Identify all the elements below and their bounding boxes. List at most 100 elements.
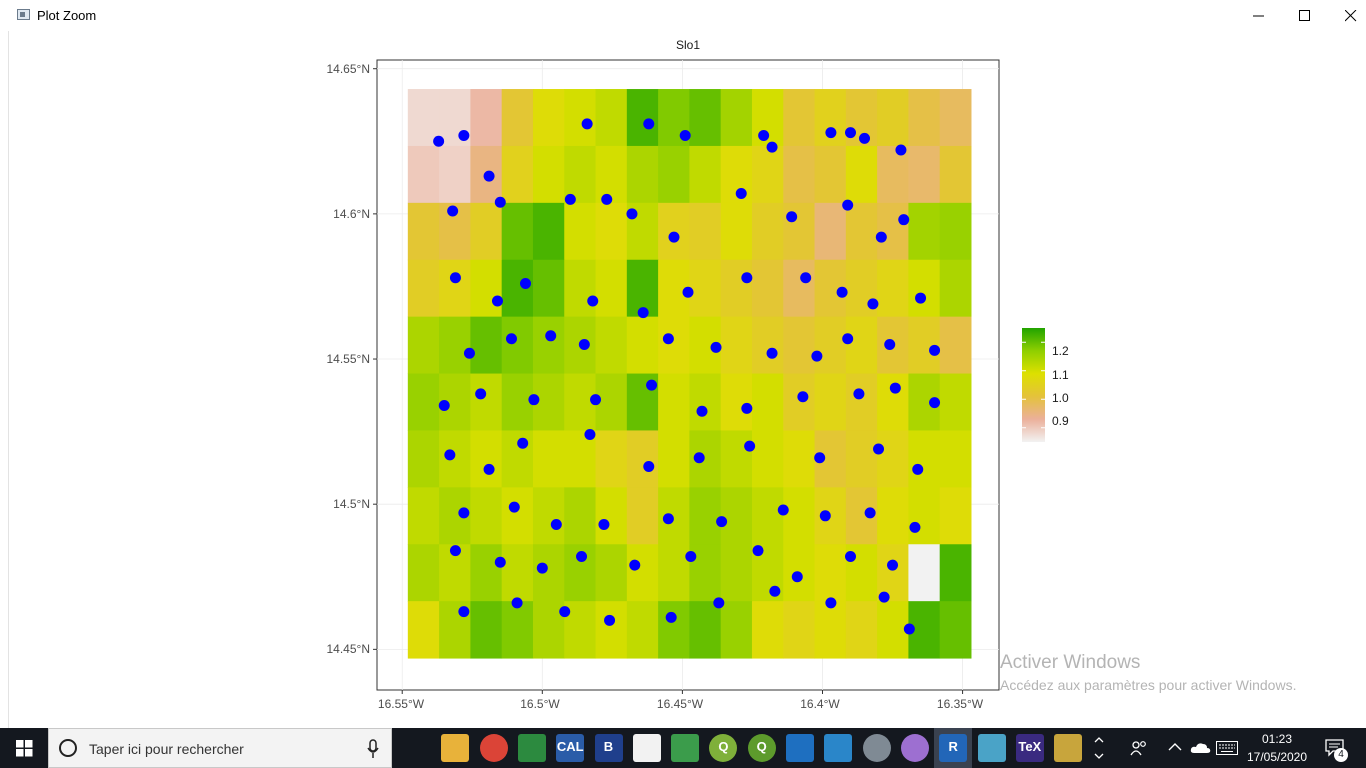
github-app-icon[interactable] [900,734,929,762]
data-point [791,571,803,583]
r-app-icon[interactable]: R [939,734,968,762]
microphone-icon[interactable] [367,739,379,759]
taskbar-scroll-icon[interactable] [1093,732,1105,764]
raster-cell [877,89,909,147]
data-point [842,199,854,211]
minimize-button[interactable] [1236,0,1282,31]
data-point [576,550,588,562]
data-point [741,402,753,414]
calc-icon[interactable]: CAL [556,734,585,762]
chrome-icon[interactable] [479,734,508,762]
window-app-icon[interactable] [786,734,814,762]
raster-cell [564,145,597,204]
data-point [800,272,812,284]
raster-cell [501,373,534,431]
raster-cell [407,316,440,375]
raster-cell [470,487,503,545]
raster-cell [814,373,847,431]
raster-cell [720,373,753,431]
plot-title: Slo1 [675,38,701,52]
raster-cell [751,145,784,204]
start-button[interactable] [0,728,48,768]
data-point [629,559,641,571]
data-point [668,231,680,243]
data-point [646,379,658,391]
data-point [786,211,798,223]
data-point [587,295,599,307]
raster-cell [532,145,565,204]
raster-cell [720,601,753,659]
data-point [845,550,857,562]
maximize-button[interactable] [1282,0,1328,31]
clock-time[interactable]: 01:23 [1261,732,1293,746]
data-point [491,295,503,307]
data-point [458,507,470,519]
document-icon[interactable] [632,734,661,762]
data-point [598,519,610,531]
raster-cell [720,544,753,602]
data-point [889,382,901,394]
legend-label: 0.9 [1052,414,1069,428]
raster-cell [595,259,628,318]
notebook-app-icon[interactable] [977,734,1006,762]
raster-cell [939,544,972,602]
notification-center-icon[interactable] [1325,738,1345,758]
close-button[interactable] [1328,0,1366,31]
window-titlebar: Plot Zoom [0,0,1366,31]
raster-cell [470,430,503,488]
raster-cell [658,487,690,545]
raster-cell [595,316,628,375]
calc-glyph: CAL [556,739,584,754]
qgis-icon[interactable]: Q [709,734,738,762]
raster-layer [407,89,972,659]
qgis-2-glyph: Q [756,739,767,754]
tex-app-icon[interactable]: TeX [1015,734,1044,762]
keyboard-icon[interactable] [1216,741,1238,755]
raster-cell [689,487,722,545]
globe-app-icon[interactable] [862,734,891,762]
raster-cell [751,601,784,659]
raster-cell [939,259,972,318]
data-point [859,132,871,144]
data-point [895,144,907,156]
y-tick-label: 14.45°N [326,642,371,656]
data-point [819,510,831,522]
tray-chevron-icon[interactable] [1168,741,1182,753]
image-app-icon[interactable] [671,734,700,762]
data-point [581,118,593,130]
x-tick-label: 16.5°W [520,697,560,711]
data-point [716,516,728,528]
raster-cell [532,316,565,375]
raster-cell [658,430,690,488]
raster-cell [626,145,659,204]
raster-cell [689,202,722,261]
data-point [458,606,470,618]
data-point [825,597,837,609]
data-point [662,513,674,525]
paint-app-icon[interactable] [1054,734,1083,762]
sheets-icon[interactable] [517,734,546,762]
window-left-edge [0,31,9,728]
notification-count-badge: 4 [1334,748,1348,762]
task-view-icon[interactable] [403,734,431,762]
raster-cell [501,202,534,261]
b-app-icon[interactable]: B [594,734,623,762]
window-icon [17,9,30,20]
raster-cell [720,202,753,261]
legend-label: 1.1 [1052,368,1069,382]
clock-date[interactable]: 17/05/2020 [1246,750,1308,764]
data-point [643,118,655,130]
search-app-icon[interactable] [824,734,853,762]
windows-logo-icon [16,740,33,757]
people-icon[interactable] [1130,740,1148,756]
r-app-glyph: R [948,739,958,754]
onedrive-icon[interactable] [1190,739,1212,757]
file-explorer-icon[interactable] [441,734,470,762]
qgis-2-icon[interactable]: Q [747,734,776,762]
raster-cell [751,430,784,488]
activation-watermark-subtitle: Accédez aux paramètres pour activer Wind… [1000,677,1297,693]
taskbar-search-box[interactable]: Taper ici pour rechercher [48,728,392,768]
data-point [494,196,506,208]
raster-cell [470,89,503,147]
data-point [438,399,450,411]
